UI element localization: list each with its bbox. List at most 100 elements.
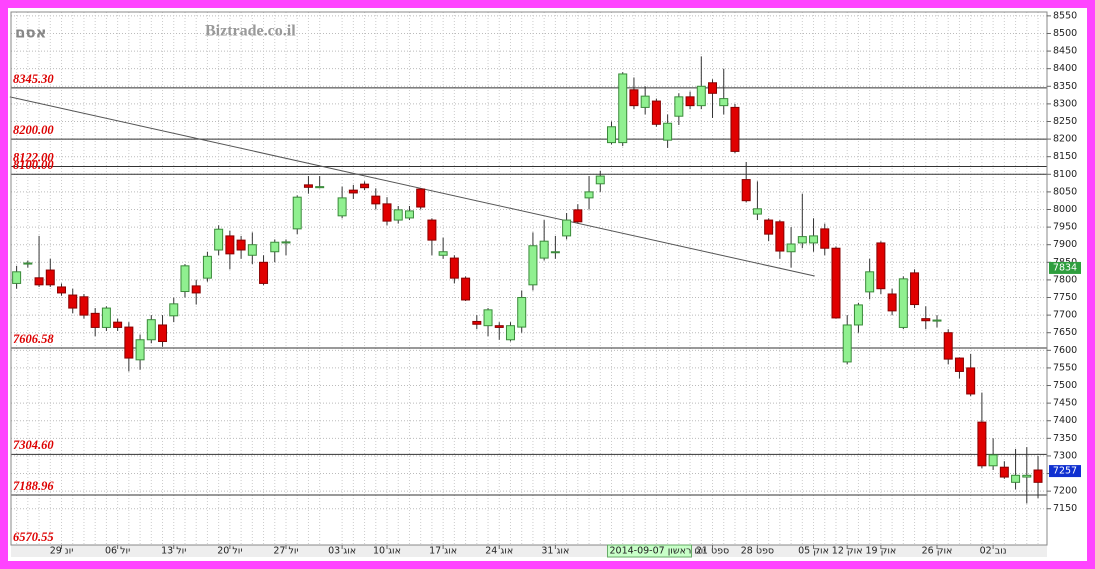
candle-body — [932, 319, 942, 322]
candle-body — [786, 243, 796, 253]
level-label: 8345.30 — [13, 72, 54, 86]
candle-body — [1022, 474, 1032, 478]
candle-body — [169, 303, 179, 317]
y-tick-label: 7350 — [1053, 433, 1077, 444]
candle-body — [730, 106, 740, 152]
x-tick-label: 19 אוק — [865, 546, 896, 557]
y-tick-label: 7800 — [1053, 274, 1077, 285]
candle-body — [225, 235, 235, 255]
candle-body — [404, 210, 414, 219]
candle-body — [696, 85, 706, 107]
candle-body — [135, 339, 145, 361]
y-tick-label: 8050 — [1053, 186, 1077, 197]
candle-body — [876, 242, 886, 290]
candle-body — [708, 82, 718, 94]
candle-body — [393, 209, 403, 221]
candle-body — [640, 95, 650, 108]
candle-body — [674, 96, 684, 117]
candle-body — [988, 454, 998, 467]
candle-body — [34, 277, 44, 286]
candle-body — [270, 241, 280, 253]
candle-body — [124, 326, 134, 359]
level-label: 8200.00 — [13, 123, 54, 137]
candle-body — [247, 244, 257, 256]
candle-body — [259, 261, 269, 284]
y-tick-label: 8550 — [1053, 10, 1077, 21]
candle-body — [595, 175, 605, 185]
y-tick-label: 7750 — [1053, 292, 1077, 303]
candle-body — [12, 271, 22, 284]
candle-body — [45, 269, 55, 286]
x-tick-label: 27 יול — [273, 546, 298, 557]
x-axis-strip — [11, 545, 1047, 557]
x-tick-label: 21 ספט — [696, 546, 729, 557]
date-highlight-label: 2014-09-07 יום ראשון — [609, 546, 705, 557]
candle-body — [337, 197, 347, 217]
candle-body — [79, 296, 89, 316]
y-tick-label: 7600 — [1053, 345, 1077, 356]
x-tick-label: 05 אוק — [798, 546, 829, 557]
x-tick-label: 13 יול — [161, 546, 186, 557]
candle-body — [113, 321, 123, 328]
candle-body — [348, 189, 358, 194]
candle-body — [752, 208, 762, 215]
candle-body — [382, 203, 392, 222]
price-tag-label: 7834 — [1053, 262, 1077, 273]
x-tick-label: 12 אוק — [832, 546, 863, 557]
candle-body — [663, 122, 673, 141]
candle-body — [461, 277, 471, 301]
candle-body — [494, 325, 504, 328]
candle-body — [584, 191, 594, 199]
candle-body — [764, 219, 774, 235]
candle-body — [618, 73, 628, 144]
y-tick-label: 8300 — [1053, 98, 1077, 109]
y-tick-label: 8250 — [1053, 116, 1077, 127]
level-label: 7304.60 — [13, 438, 54, 452]
candle-body — [562, 219, 572, 237]
plot-frame — [10, 11, 1048, 546]
candle-body — [797, 236, 807, 244]
y-tick-label: 7700 — [1053, 310, 1077, 321]
trend-line — [9, 96, 815, 277]
candle-body — [236, 239, 246, 251]
candle-body — [606, 126, 616, 144]
candle-body — [281, 241, 291, 244]
price-tag — [1049, 261, 1081, 274]
candle-body — [898, 278, 908, 328]
y-tick-label: 8400 — [1053, 63, 1077, 74]
candle-body — [910, 272, 920, 306]
level-label: 6570.55 — [13, 530, 54, 544]
y-tick-label: 7450 — [1053, 398, 1077, 409]
candle-body — [315, 186, 325, 189]
y-tick-label: 8000 — [1053, 204, 1077, 215]
candle-body — [719, 98, 729, 107]
candle-body — [416, 188, 426, 208]
x-tick-label: 03 אוג — [328, 546, 356, 557]
candle-body — [651, 100, 661, 125]
candle-body — [865, 271, 875, 293]
y-tick-label: 7300 — [1053, 450, 1077, 461]
candle-body — [573, 209, 583, 223]
date-highlight — [606, 544, 692, 558]
level-label: 8122.00 — [13, 150, 54, 164]
candle-body — [472, 320, 482, 325]
candle-body — [809, 235, 819, 244]
x-tick-label: 29 יונ — [50, 546, 74, 557]
candle-body — [292, 196, 302, 230]
candle-body — [449, 257, 459, 279]
x-tick-label: 20 יול — [217, 546, 242, 557]
level-label: 7188.96 — [13, 479, 54, 493]
y-tick-label: 7900 — [1053, 239, 1077, 250]
level-label: 7606.58 — [13, 332, 54, 346]
y-tick-label: 7950 — [1053, 222, 1077, 233]
x-tick-label: 24 אוג — [485, 546, 513, 557]
x-tick-label: 02 נוב — [980, 546, 1007, 557]
candle-body — [775, 221, 785, 252]
level-label: 8100.00 — [13, 158, 54, 172]
candle-body — [180, 265, 190, 293]
y-tick-label: 8100 — [1053, 169, 1077, 180]
candle-body — [371, 195, 381, 205]
x-tick-label: 06 יול — [105, 546, 130, 557]
candle-body — [517, 297, 527, 328]
